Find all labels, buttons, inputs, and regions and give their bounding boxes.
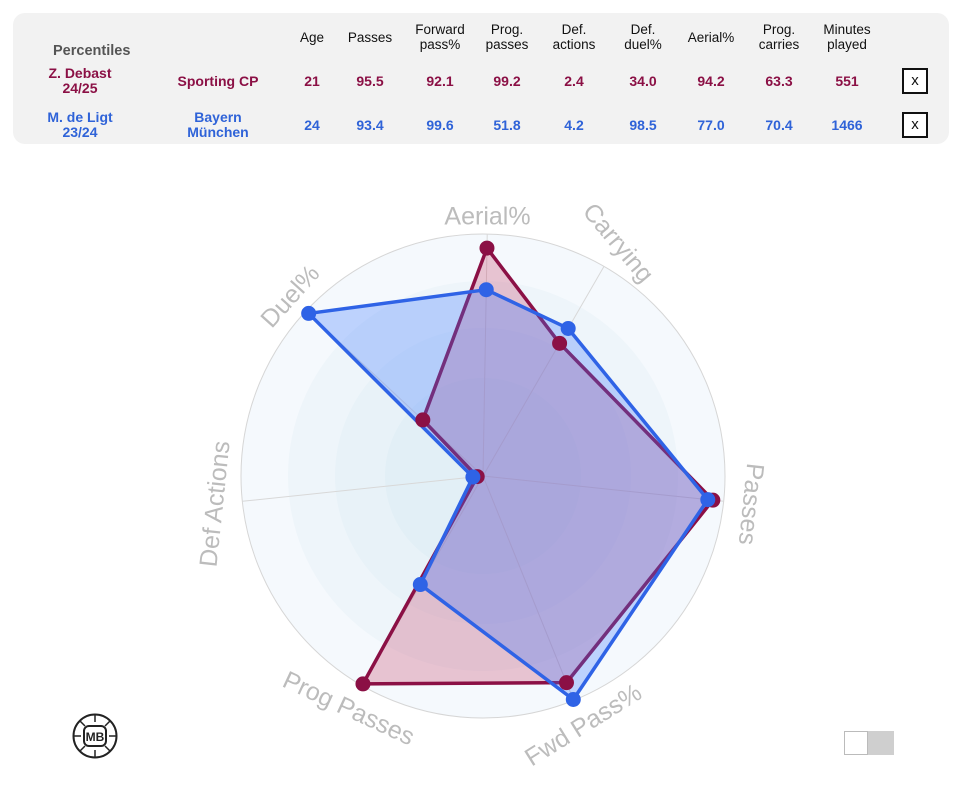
column-header-line2: actions [552, 37, 596, 52]
svg-text:MB: MB [86, 730, 105, 744]
data-point [565, 691, 581, 707]
toggle-track [867, 731, 894, 755]
grid-spoke [482, 475, 575, 701]
data-point [700, 492, 716, 508]
column-header-fwd: Forward pass% [400, 22, 480, 52]
player-name: M. de Ligt 23/24 [20, 110, 140, 140]
column-header-aerial: Aerial% [671, 30, 751, 45]
toggle-knob[interactable] [844, 731, 868, 755]
grid-spoke [482, 475, 724, 502]
data-point [415, 412, 431, 428]
player-name-text: M. de Ligt [47, 109, 113, 125]
column-header-line2: carries [758, 37, 800, 52]
player-name-text: Z. Debast [48, 65, 112, 81]
table-cell-prog: 99.2 [493, 73, 521, 89]
data-point [479, 240, 495, 256]
column-header-line1: Def. [630, 22, 656, 37]
table-cell-minutes: 551 [835, 73, 859, 89]
data-point [478, 282, 494, 298]
column-header-line1: Forward [415, 22, 465, 37]
ball-logo-icon: MB [72, 713, 118, 759]
remove-player-button[interactable]: x [902, 112, 928, 138]
toggle-switch[interactable] [844, 731, 894, 755]
data-point [552, 335, 568, 351]
table-cell-age: 21 [304, 73, 320, 89]
data-point [412, 577, 428, 593]
data-point [301, 305, 317, 321]
data-point [558, 675, 574, 691]
grid-spoke [482, 234, 488, 477]
table-cell-fwd: 99.6 [426, 117, 454, 133]
column-header-line1: Passes [347, 30, 393, 45]
column-header-carries: Prog. carries [739, 22, 819, 52]
grid-spoke [242, 475, 484, 502]
series-area [361, 246, 715, 686]
table-cell-carries: 63.3 [765, 73, 793, 89]
column-header-age: Age [272, 30, 352, 45]
grid-spoke [482, 266, 605, 477]
table-cell-defduel: 34.0 [629, 73, 657, 89]
column-header-line2: pass% [419, 37, 461, 52]
club-line1: Sporting CP [177, 73, 259, 89]
player-club: Bayern München [153, 110, 283, 140]
table-cell-defact: 2.4 [564, 73, 584, 89]
axis-label: Def Actions [195, 440, 236, 569]
comparison-table: Percentiles [13, 13, 949, 144]
column-header-minutes: Minutes played [807, 22, 887, 52]
column-header-line1: Def. [561, 22, 587, 37]
club-line1: Bayern [194, 109, 242, 125]
table-cell-aerial: 94.2 [697, 73, 725, 89]
table-cell-minutes: 1466 [831, 117, 863, 133]
column-header-line2: passes [485, 37, 529, 52]
table-cell-prog: 51.8 [493, 117, 521, 133]
club-line2: München [187, 124, 249, 140]
column-header-passes: Passes [330, 30, 410, 45]
table-cell-defact: 4.2 [564, 117, 584, 133]
column-header-prog: Prog. passes [467, 22, 547, 52]
table-title: Percentiles [53, 43, 131, 59]
table-cell-defduel: 98.5 [629, 117, 657, 133]
column-header-line1: Minutes [823, 22, 871, 37]
column-header-line1: Age [299, 30, 325, 45]
player-season: 23/24 [62, 124, 98, 140]
column-header-line2: duel% [624, 37, 662, 52]
table-cell-passes: 93.4 [356, 117, 384, 133]
column-header-defduel: Def. duel% [603, 22, 683, 52]
remove-player-button[interactable]: x [902, 68, 928, 94]
data-point [355, 676, 371, 692]
player-club: Sporting CP [153, 74, 283, 89]
series-area [306, 287, 710, 702]
mb-logo: MB [72, 713, 118, 759]
data-point [465, 469, 481, 485]
player-name: Z. Debast 24/25 [20, 66, 140, 96]
axis-label: Aerial% [444, 203, 530, 231]
table-cell-age: 24 [304, 117, 320, 133]
column-header-defact: Def. actions [534, 22, 614, 52]
column-header-line1: Prog. [762, 22, 796, 37]
table-cell-passes: 95.5 [356, 73, 384, 89]
table-cell-aerial: 77.0 [697, 117, 725, 133]
column-header-line1: Aerial% [687, 30, 735, 45]
table-cell-carries: 70.4 [765, 117, 793, 133]
axis-label: Passes [733, 462, 769, 546]
player-season: 24/25 [62, 80, 98, 96]
column-header-line1: Prog. [490, 22, 524, 37]
data-point [560, 320, 576, 336]
table-cell-fwd: 92.1 [426, 73, 454, 89]
column-header-line2: played [827, 37, 867, 52]
